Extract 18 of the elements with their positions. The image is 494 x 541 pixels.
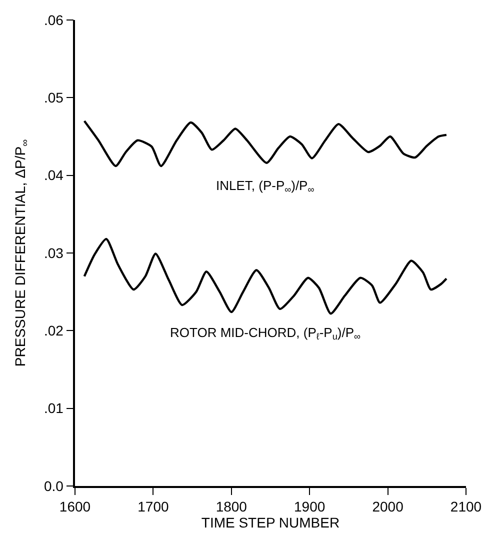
x-tick-label: 1700	[138, 498, 169, 515]
y-tick-label: .03	[44, 244, 64, 261]
x-tick-label: 1900	[294, 498, 326, 515]
line-series	[83, 238, 448, 315]
series-label: INLET, (P-P$_{∞}$)/P$_{∞}$	[216, 178, 315, 195]
line-series	[83, 120, 448, 168]
y-tick-label: .02	[44, 322, 64, 339]
y-tick-label: .06	[44, 12, 64, 28]
x-tick-label: 2000	[372, 498, 404, 515]
x-axis-title: TIME STEP NUMBER	[201, 514, 340, 531]
series-label: ROTOR MID-CHORD, (P$_{ℓ}$-P$_{u}$)/P$_{∞}$	[170, 325, 362, 342]
x-tick-label: 1600	[59, 498, 91, 515]
x-tick-label: 1800	[216, 498, 248, 515]
y-tick-label: .05	[44, 90, 64, 106]
x-tick-label: 2100	[450, 498, 482, 515]
y-tick-label: .01	[44, 400, 64, 416]
y-tick-label: .04	[44, 167, 64, 184]
y-tick-label: 0.0	[44, 478, 64, 494]
